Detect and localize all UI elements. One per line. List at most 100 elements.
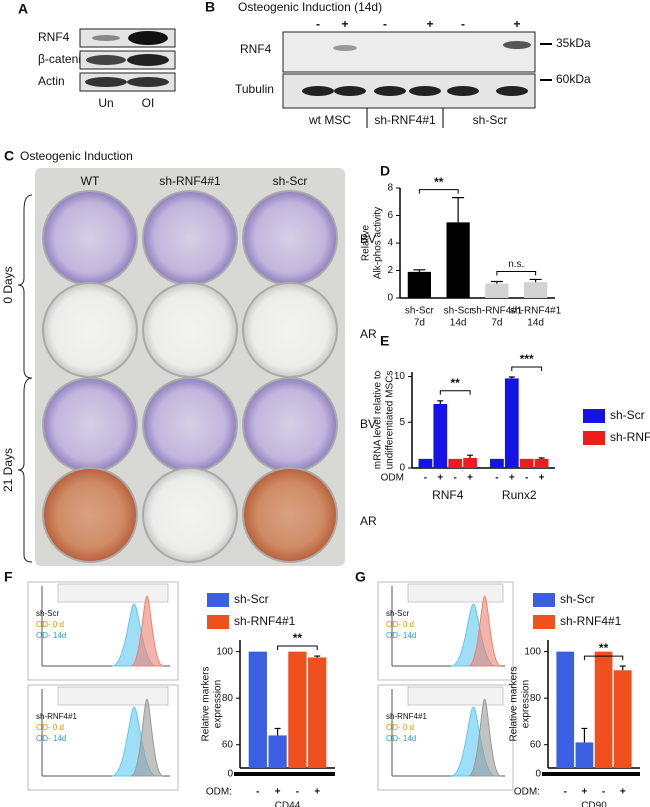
well bbox=[242, 467, 338, 563]
blot-band bbox=[85, 77, 127, 87]
blot-band bbox=[302, 86, 334, 96]
blot-band bbox=[409, 86, 441, 96]
blot-band bbox=[127, 77, 169, 87]
legend-label: sh-RNF4#1 bbox=[560, 614, 622, 628]
significance-label: ** bbox=[599, 641, 609, 655]
y-tick-label: 0 bbox=[227, 769, 233, 780]
lane-sign: - bbox=[383, 17, 387, 31]
x-tick-label: sh-RNF4#1 bbox=[471, 306, 523, 317]
significance-bracket bbox=[418, 189, 459, 194]
x-tick-label: 14d bbox=[450, 318, 467, 329]
bar bbox=[418, 458, 433, 468]
blot-band bbox=[333, 45, 357, 51]
error-bar bbox=[452, 197, 465, 223]
flow-legend: OD- 0 d bbox=[36, 620, 64, 629]
well bbox=[142, 467, 238, 563]
y-tick-label: 60 bbox=[222, 739, 234, 750]
legend-label: sh-RNF4#1 bbox=[234, 614, 296, 628]
well bbox=[142, 190, 238, 286]
y-tick-label: 8 bbox=[387, 183, 393, 194]
column-label: sh-RNF4#1 bbox=[159, 174, 221, 188]
error-bar bbox=[437, 400, 444, 404]
bar bbox=[490, 458, 504, 468]
lane-label: OI bbox=[142, 96, 155, 110]
significance-label: *** bbox=[520, 352, 534, 366]
y-tick-label: 80 bbox=[530, 693, 542, 704]
y-tick-label: 5 bbox=[399, 417, 405, 428]
well bbox=[242, 282, 338, 378]
y-axis-label: Relative markers bbox=[201, 666, 212, 741]
flow-legend: OD- 0 d bbox=[386, 723, 414, 732]
odm-tick-label: - bbox=[256, 787, 259, 798]
significance-label: ** bbox=[434, 175, 444, 189]
flow-histogram bbox=[468, 698, 502, 777]
lane-label: Un bbox=[98, 96, 113, 110]
error-bar bbox=[314, 655, 321, 658]
odm-tick-label: + bbox=[314, 787, 320, 798]
flow-histogram bbox=[130, 698, 164, 777]
bar bbox=[504, 378, 519, 468]
significance-label: n.s. bbox=[508, 259, 524, 270]
blot-band bbox=[447, 86, 479, 96]
error-bar bbox=[538, 457, 545, 459]
error-bar bbox=[467, 454, 474, 458]
y-axis-label: mRNA level relative to bbox=[373, 370, 384, 469]
odm-tick-label: - bbox=[296, 787, 299, 798]
significance-bracket bbox=[583, 655, 624, 661]
x-tick-label: 14d bbox=[527, 318, 544, 329]
odm-label: ODM bbox=[381, 473, 404, 484]
y-axis-label: undifferentiated MSCs bbox=[385, 371, 396, 470]
y-tick-label: 0 bbox=[399, 463, 405, 474]
well bbox=[42, 377, 138, 473]
legend-swatch bbox=[207, 593, 229, 607]
x-axis-label: CD44 bbox=[275, 801, 301, 807]
day-label: 21 Days bbox=[1, 448, 15, 492]
lane-sign: + bbox=[426, 17, 433, 31]
lane-sign: - bbox=[316, 17, 320, 31]
error-bar bbox=[508, 376, 515, 379]
error-bar bbox=[413, 269, 426, 272]
odm-tick-label: + bbox=[467, 473, 473, 484]
legend-label: sh-Scr bbox=[234, 592, 269, 606]
legend-label: sh-Scr bbox=[560, 592, 595, 606]
flow-histogram bbox=[468, 595, 501, 667]
stain-label: AR bbox=[360, 514, 377, 528]
bar bbox=[433, 404, 448, 468]
legend-swatch bbox=[583, 431, 605, 445]
flow-key bbox=[407, 686, 504, 706]
x-axis-label: CD90 bbox=[581, 801, 607, 807]
error-bar bbox=[529, 278, 542, 283]
well bbox=[142, 282, 238, 378]
x-tick-label: 7d bbox=[491, 318, 502, 329]
blot-band bbox=[503, 41, 531, 49]
legend-swatch bbox=[533, 593, 555, 607]
significance-bracket bbox=[496, 270, 537, 276]
y-tick-label: 4 bbox=[387, 238, 393, 249]
error-bar bbox=[581, 727, 588, 743]
x-tick-label: sh-Scr bbox=[405, 306, 435, 317]
bar bbox=[407, 271, 431, 298]
flow-legend: OD- 0 d bbox=[386, 620, 414, 629]
odm-tick-label: - bbox=[525, 473, 528, 484]
row-label: RNF4 bbox=[38, 30, 70, 44]
well bbox=[42, 282, 138, 378]
odm-label: ODM: bbox=[514, 787, 540, 798]
error-bar bbox=[619, 665, 626, 671]
panel-letter: G bbox=[355, 569, 366, 585]
blot-band bbox=[334, 86, 366, 96]
flow-legend: OD- 14d bbox=[36, 734, 66, 743]
x-tick-label: 7d bbox=[414, 318, 425, 329]
legend-label: sh-RNF4#1 bbox=[610, 430, 650, 444]
odm-tick-label: - bbox=[424, 473, 427, 484]
y-axis-label: expression bbox=[521, 680, 532, 728]
stain-label: BV bbox=[360, 232, 376, 246]
blot-band bbox=[86, 55, 126, 65]
lane-sign: - bbox=[461, 17, 465, 31]
y-tick-label: 80 bbox=[222, 693, 234, 704]
flow-legend: sh-Scr bbox=[36, 609, 59, 618]
row-label: RNF4 bbox=[240, 42, 272, 56]
y-tick-label: 0 bbox=[535, 769, 541, 780]
bar bbox=[519, 458, 534, 468]
odm-tick-label: + bbox=[539, 473, 545, 484]
odm-tick-label: + bbox=[509, 473, 515, 484]
